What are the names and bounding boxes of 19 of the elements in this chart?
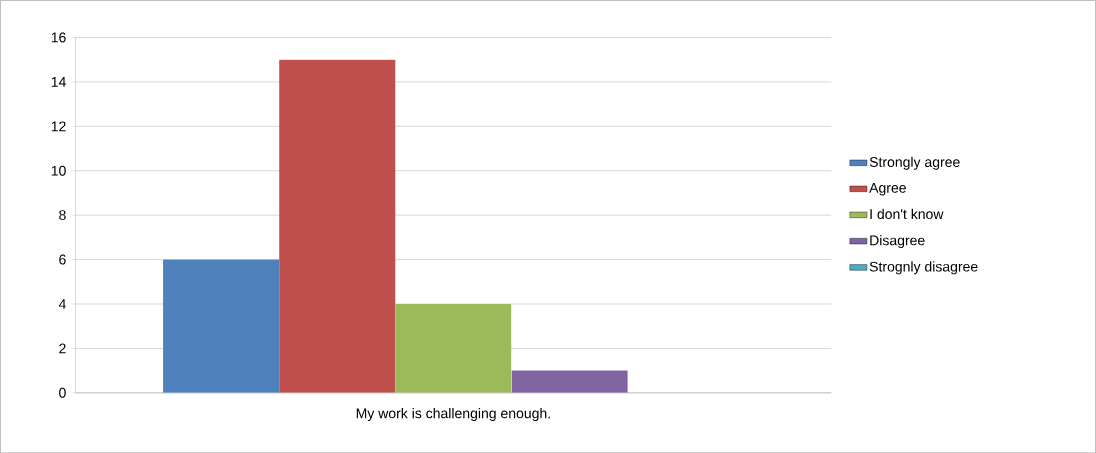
x-tick-label: My work is challenging enough. <box>356 407 550 421</box>
legend-label: Strongly agree <box>869 156 960 170</box>
legend-label: Disagree <box>870 234 925 248</box>
y-tick-label: 16 <box>51 32 66 43</box>
bar <box>163 259 280 393</box>
bar <box>279 59 396 393</box>
legend-label: I don't know <box>870 208 944 219</box>
y-tick-label: 4 <box>58 299 66 309</box>
y-tick-label: 6 <box>59 254 66 265</box>
bar <box>395 303 512 393</box>
y-tick-label: 14 <box>51 76 66 87</box>
y-tick-label: 0 <box>59 387 66 398</box>
bar <box>511 370 628 393</box>
legend-label: Agree <box>869 182 906 196</box>
y-tick-label: 8 <box>59 210 66 220</box>
legend-label: Strognly disagree <box>869 261 978 275</box>
y-tick-label: 12 <box>51 121 66 132</box>
y-tick-label: 2 <box>59 343 66 354</box>
y-tick-label: 10 <box>51 165 66 176</box>
